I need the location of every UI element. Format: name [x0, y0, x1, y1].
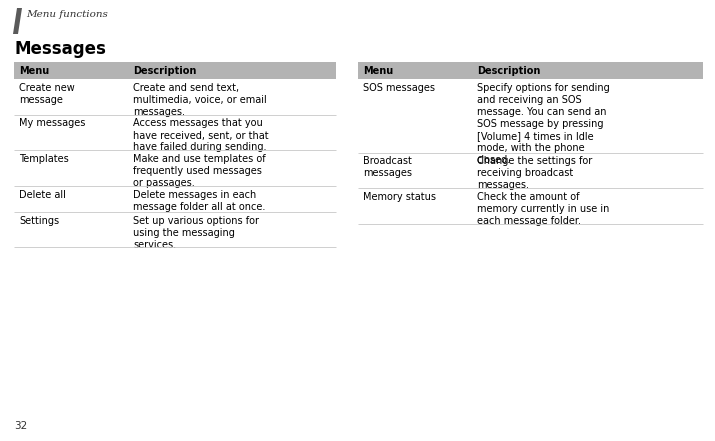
- Bar: [358, 188, 703, 224]
- Text: Check the amount of
memory currently in use in
each message folder.: Check the amount of memory currently in …: [477, 192, 609, 226]
- Text: Make and use templates of
frequently used messages
or passages.: Make and use templates of frequently use…: [133, 154, 266, 188]
- Bar: [14, 186, 336, 212]
- Text: Menu: Menu: [19, 66, 49, 75]
- Bar: [14, 62, 336, 79]
- Text: Templates: Templates: [19, 154, 69, 164]
- Text: Change the settings for
receiving broadcast
messages.: Change the settings for receiving broadc…: [477, 157, 592, 191]
- Text: Messages: Messages: [14, 40, 106, 58]
- Text: My messages: My messages: [19, 119, 85, 128]
- Text: Create new
message: Create new message: [19, 83, 75, 105]
- Bar: [358, 79, 703, 153]
- Text: 32: 32: [14, 421, 27, 431]
- Bar: [14, 150, 336, 186]
- Text: Menu: Menu: [363, 66, 393, 75]
- Text: Settings: Settings: [19, 216, 59, 225]
- Polygon shape: [13, 8, 22, 34]
- Bar: [358, 153, 703, 188]
- Text: SOS messages: SOS messages: [363, 83, 435, 93]
- Bar: [14, 79, 336, 115]
- Text: Memory status: Memory status: [363, 192, 436, 202]
- Bar: [14, 212, 336, 247]
- Text: Menu functions: Menu functions: [26, 10, 108, 19]
- Text: Description: Description: [477, 66, 541, 75]
- Text: Delete messages in each
message folder all at once.: Delete messages in each message folder a…: [133, 190, 266, 212]
- Text: Description: Description: [133, 66, 197, 75]
- Text: Set up various options for
using the messaging
services.: Set up various options for using the mes…: [133, 216, 260, 250]
- Bar: [358, 62, 703, 79]
- Bar: [14, 115, 336, 150]
- Text: Access messages that you
have received, sent, or that
have failed during sending: Access messages that you have received, …: [133, 119, 269, 153]
- Text: Specify options for sending
and receiving an SOS
message. You can send an
SOS me: Specify options for sending and receivin…: [477, 83, 610, 165]
- Text: Broadcast
messages: Broadcast messages: [363, 157, 412, 179]
- Text: Create and send text,
multimedia, voice, or email
messages.: Create and send text, multimedia, voice,…: [133, 83, 267, 117]
- Text: Delete all: Delete all: [19, 190, 66, 199]
